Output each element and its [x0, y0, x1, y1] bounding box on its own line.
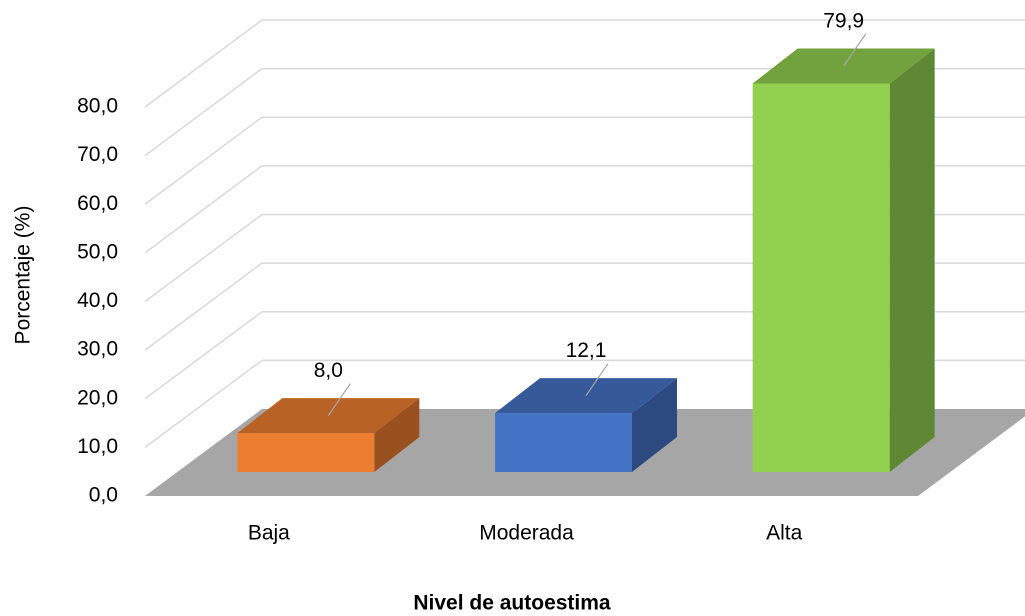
- bar-front: [495, 413, 632, 472]
- bar-side: [374, 398, 420, 472]
- x-tick-label: Moderada: [479, 522, 574, 545]
- value-label: 8,0: [314, 359, 343, 382]
- y-tick-label: 80,0: [77, 95, 118, 118]
- bar: [237, 398, 420, 472]
- bar-front: [237, 433, 375, 472]
- value-label: 79,9: [823, 10, 864, 33]
- x-tick-label: Baja: [248, 522, 290, 545]
- bar: [495, 378, 677, 472]
- value-label: 12,1: [566, 339, 607, 362]
- bar-side: [889, 48, 935, 472]
- bar-front: [752, 83, 890, 472]
- y-tick-label: 50,0: [77, 240, 118, 263]
- leader-line: [843, 33, 867, 67]
- x-tick-label: Alta: [766, 522, 803, 545]
- y-tick-label: 60,0: [77, 192, 118, 215]
- x-axis-title: Nivel de autoestima: [413, 592, 611, 615]
- bar-side: [632, 378, 677, 472]
- y-tick-label: 20,0: [77, 386, 118, 409]
- bar: [752, 48, 935, 472]
- y-tick-label: 30,0: [77, 338, 118, 361]
- y-axis-title: Porcentaje (%): [12, 206, 35, 345]
- leader-line: [327, 383, 351, 416]
- y-tick-label: 10,0: [77, 435, 118, 458]
- leader-line: [585, 363, 609, 397]
- y-tick-label: 40,0: [77, 289, 118, 312]
- y-tick-label: 0,0: [89, 484, 118, 507]
- grid-line: [144, 19, 1025, 108]
- y-tick-label: 70,0: [77, 143, 118, 166]
